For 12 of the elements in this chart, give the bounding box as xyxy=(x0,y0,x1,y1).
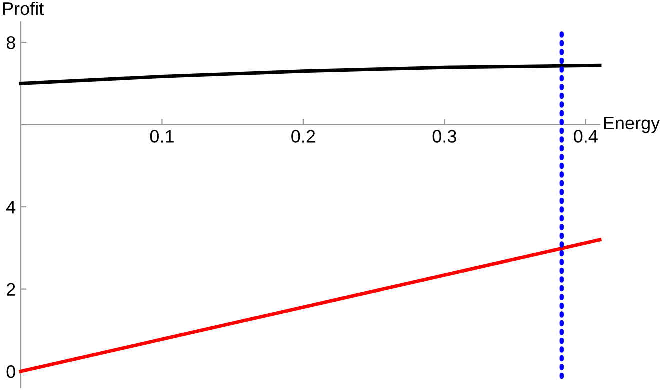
line-series xyxy=(19,238,602,374)
y-axis-title: Profit xyxy=(3,2,44,16)
x-axis-title: Energy xyxy=(604,117,660,134)
x-tick-label: 0.3 xyxy=(432,130,456,143)
y-tick-label: 4 xyxy=(6,201,16,214)
y-tick-label: 0 xyxy=(6,365,16,378)
line-series xyxy=(19,64,602,86)
y-tick-label: 8 xyxy=(6,36,16,50)
x-tick-label: 0.1 xyxy=(150,130,174,143)
x-tick-label: 0.2 xyxy=(292,130,316,143)
x-tick-label: 0.4 xyxy=(574,130,598,143)
y-tick-label: 2 xyxy=(7,283,16,296)
